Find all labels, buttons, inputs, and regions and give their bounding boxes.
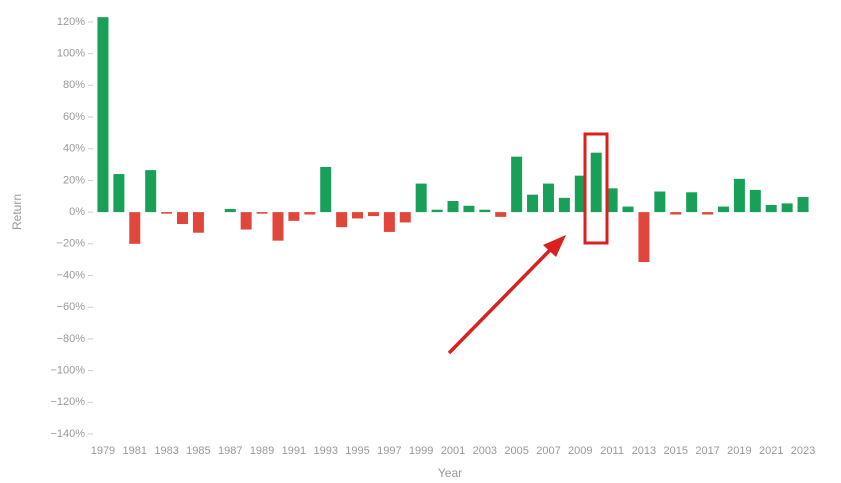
x-tick-label: 1995 [345,445,369,457]
y-tick-label: 40% [63,143,85,155]
bar [415,183,427,213]
x-tick-label: 2021 [759,445,783,457]
x-tick-label: 2007 [536,445,560,457]
bar [797,197,809,213]
bar [654,191,666,213]
bar [336,212,348,228]
bar [511,156,523,213]
bar [733,178,745,213]
plot: −140% −120% −100% −80% −60% −40% −20% 0% 20% 40% 6… [50,16,815,457]
x-tick-label: 1991 [282,445,306,457]
y-tick-label: 120% [57,16,85,28]
x-tick-label: 2017 [695,445,719,457]
bar [240,212,252,230]
arrow-head [543,235,566,257]
x-tick-label: 2013 [632,445,656,457]
bar [622,206,634,213]
y-tick-label: 100% [57,48,85,60]
y-tick-label: 0% [69,206,85,218]
x-tick-label: 1997 [377,445,401,457]
x-tick-label: 2009 [568,445,592,457]
x-tick-label: 1983 [154,445,178,457]
bar [765,204,777,213]
bar [367,212,379,217]
highlight-box [583,132,609,245]
bar [192,212,204,233]
x-tick-label: 2001 [441,445,465,457]
bar [558,197,570,213]
x-tick-label: 1989 [250,445,274,457]
bar [272,212,284,241]
bar [431,209,443,213]
y-tick-label: −20% [57,238,86,250]
y-tick-label: −40% [57,269,86,281]
x-tick-label: 1999 [409,445,433,457]
bar [781,203,793,213]
y-tick-label: −80% [57,333,86,345]
bar [177,212,189,224]
bar [479,209,491,213]
x-tick-label: 1993 [313,445,337,457]
bar [749,189,761,213]
bar [256,212,268,214]
x-tick-label: 1979 [91,445,115,457]
bar [320,166,332,213]
x-tick-label: 1987 [218,445,242,457]
bar [606,188,618,213]
bar [702,212,714,215]
bar [495,212,507,217]
x-tick-label: 2005 [504,445,528,457]
bar [97,17,109,213]
bar [304,212,316,215]
y-axis-title: Return [10,194,24,230]
bar [638,212,650,263]
bar [574,175,586,213]
y-tick-label: −140% [50,428,85,440]
bar [399,212,411,223]
bar [670,212,682,215]
bar [129,212,141,244]
bar [590,152,602,213]
bar [145,170,157,213]
y-tick-label: 20% [63,174,85,186]
x-tick-label: 2003 [473,445,497,457]
y-tick-label: −100% [50,365,85,377]
bar [447,201,459,213]
y-tick-label: 60% [63,111,85,123]
bar [113,174,125,213]
bar [352,212,364,219]
x-axis-title: Year [438,466,462,480]
bar [383,212,395,232]
x-tick-label: 2015 [664,445,688,457]
x-tick-label: 2023 [791,445,815,457]
bar [463,205,475,213]
x-tick-label: 1985 [186,445,210,457]
x-tick-label: 2019 [727,445,751,457]
x-tick-label: 2011 [600,445,624,457]
y-tick-label: −120% [50,396,85,408]
bar [717,206,729,213]
bar [542,183,554,213]
y-tick-label: −60% [57,301,86,313]
x-tick-label: 1981 [123,445,147,457]
arrow-shaft [447,246,554,355]
bar [686,192,698,213]
bar [527,194,539,213]
bar [288,212,300,221]
y-tick-label: 80% [63,79,85,91]
bar [224,208,236,213]
bar [161,212,173,214]
